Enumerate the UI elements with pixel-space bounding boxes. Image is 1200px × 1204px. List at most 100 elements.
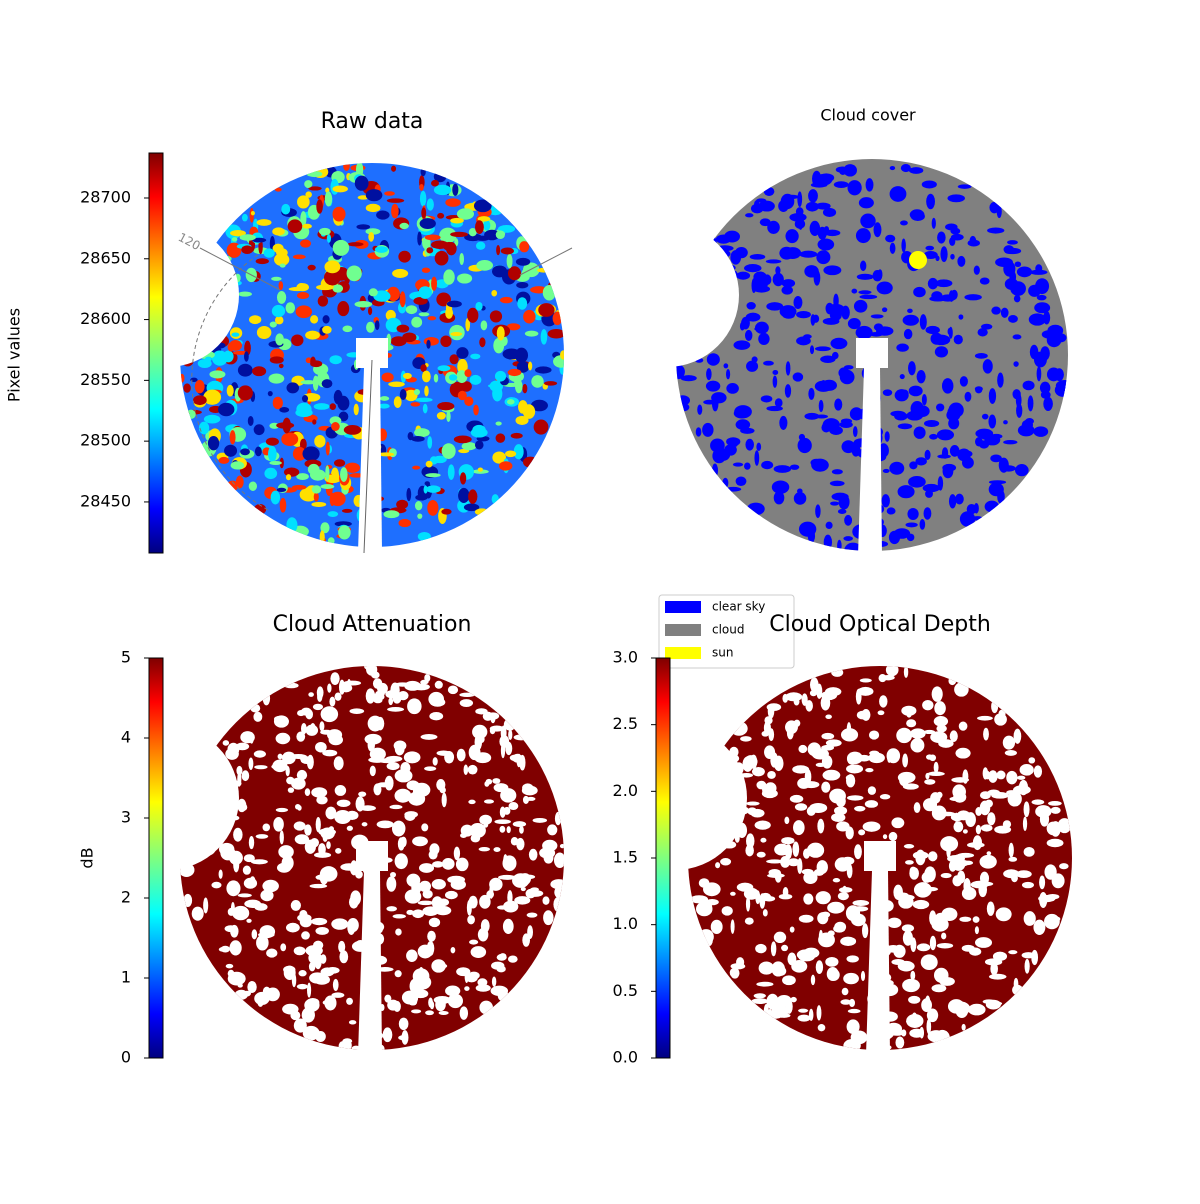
texture — [904, 935, 912, 944]
texture — [537, 267, 550, 273]
texture — [987, 812, 996, 826]
texture — [908, 995, 921, 1004]
texture — [814, 346, 831, 352]
legend-swatch — [665, 647, 701, 659]
texture — [428, 917, 441, 928]
texture — [322, 315, 330, 324]
texture — [1041, 330, 1056, 339]
texture — [1012, 984, 1023, 996]
texture — [239, 234, 256, 241]
texture — [389, 804, 403, 810]
panel-title: Cloud Optical Depth — [769, 612, 991, 637]
texture — [183, 383, 191, 393]
texture — [1023, 801, 1030, 818]
texture — [953, 821, 964, 833]
texture — [781, 285, 793, 295]
texture — [459, 692, 475, 698]
texture — [815, 414, 829, 419]
texture — [377, 682, 388, 695]
texture — [913, 882, 932, 898]
texture — [949, 796, 962, 801]
texture — [320, 484, 335, 490]
texture — [407, 698, 422, 715]
texture — [760, 395, 773, 403]
texture — [715, 234, 732, 244]
texture — [995, 907, 1012, 922]
texture — [437, 212, 445, 219]
texture — [514, 896, 531, 905]
texture — [398, 250, 411, 263]
texture — [760, 837, 767, 843]
texture — [229, 340, 243, 351]
texture — [368, 231, 375, 242]
texture — [987, 227, 1005, 234]
texture — [468, 799, 476, 805]
texture — [903, 666, 909, 678]
texture — [476, 734, 485, 744]
mask — [356, 841, 388, 871]
texture — [329, 416, 342, 426]
texture — [929, 433, 938, 440]
texture — [882, 834, 888, 840]
texture — [785, 361, 791, 376]
texture — [266, 948, 278, 958]
texture — [348, 895, 359, 909]
texture — [318, 828, 336, 836]
texture — [349, 708, 365, 714]
texture — [925, 772, 930, 780]
texture — [725, 486, 742, 492]
texture — [316, 795, 328, 805]
texture — [424, 673, 431, 683]
texture — [333, 756, 344, 771]
texture — [516, 361, 530, 373]
texture — [1017, 424, 1035, 437]
tick-label: 3 — [121, 808, 131, 827]
texture — [332, 284, 344, 293]
texture — [298, 969, 307, 977]
texture — [772, 369, 779, 375]
texture — [931, 917, 949, 932]
texture — [249, 876, 256, 888]
texture — [997, 372, 1004, 388]
texture — [860, 213, 876, 229]
texture — [306, 997, 320, 1008]
texture — [284, 682, 299, 689]
texture — [515, 415, 529, 425]
texture — [767, 703, 775, 719]
texture — [733, 441, 738, 447]
texture — [300, 380, 317, 385]
texture — [420, 167, 426, 177]
texture — [846, 1019, 860, 1035]
texture — [858, 290, 872, 295]
texture — [460, 381, 472, 392]
texture — [304, 839, 316, 854]
texture — [733, 340, 751, 350]
texture — [276, 487, 287, 492]
texture — [749, 254, 766, 260]
texture — [421, 823, 429, 832]
texture — [996, 770, 1006, 780]
texture — [751, 766, 765, 777]
texture — [821, 695, 827, 704]
texture — [921, 180, 937, 189]
texture — [854, 805, 866, 812]
texture — [222, 740, 230, 746]
texture — [721, 906, 733, 916]
texture — [810, 458, 823, 467]
texture — [957, 255, 966, 267]
texture — [521, 785, 538, 796]
texture — [368, 288, 378, 297]
texture — [249, 315, 262, 325]
texture — [771, 961, 786, 977]
texture — [523, 262, 540, 278]
texture — [982, 359, 993, 374]
texture — [910, 738, 925, 753]
texture — [936, 724, 947, 733]
texture — [836, 821, 850, 832]
texture — [333, 459, 346, 467]
texture — [307, 982, 312, 998]
legend-swatch — [665, 601, 701, 613]
texture — [958, 314, 964, 320]
texture — [319, 954, 327, 964]
texture — [905, 860, 914, 865]
